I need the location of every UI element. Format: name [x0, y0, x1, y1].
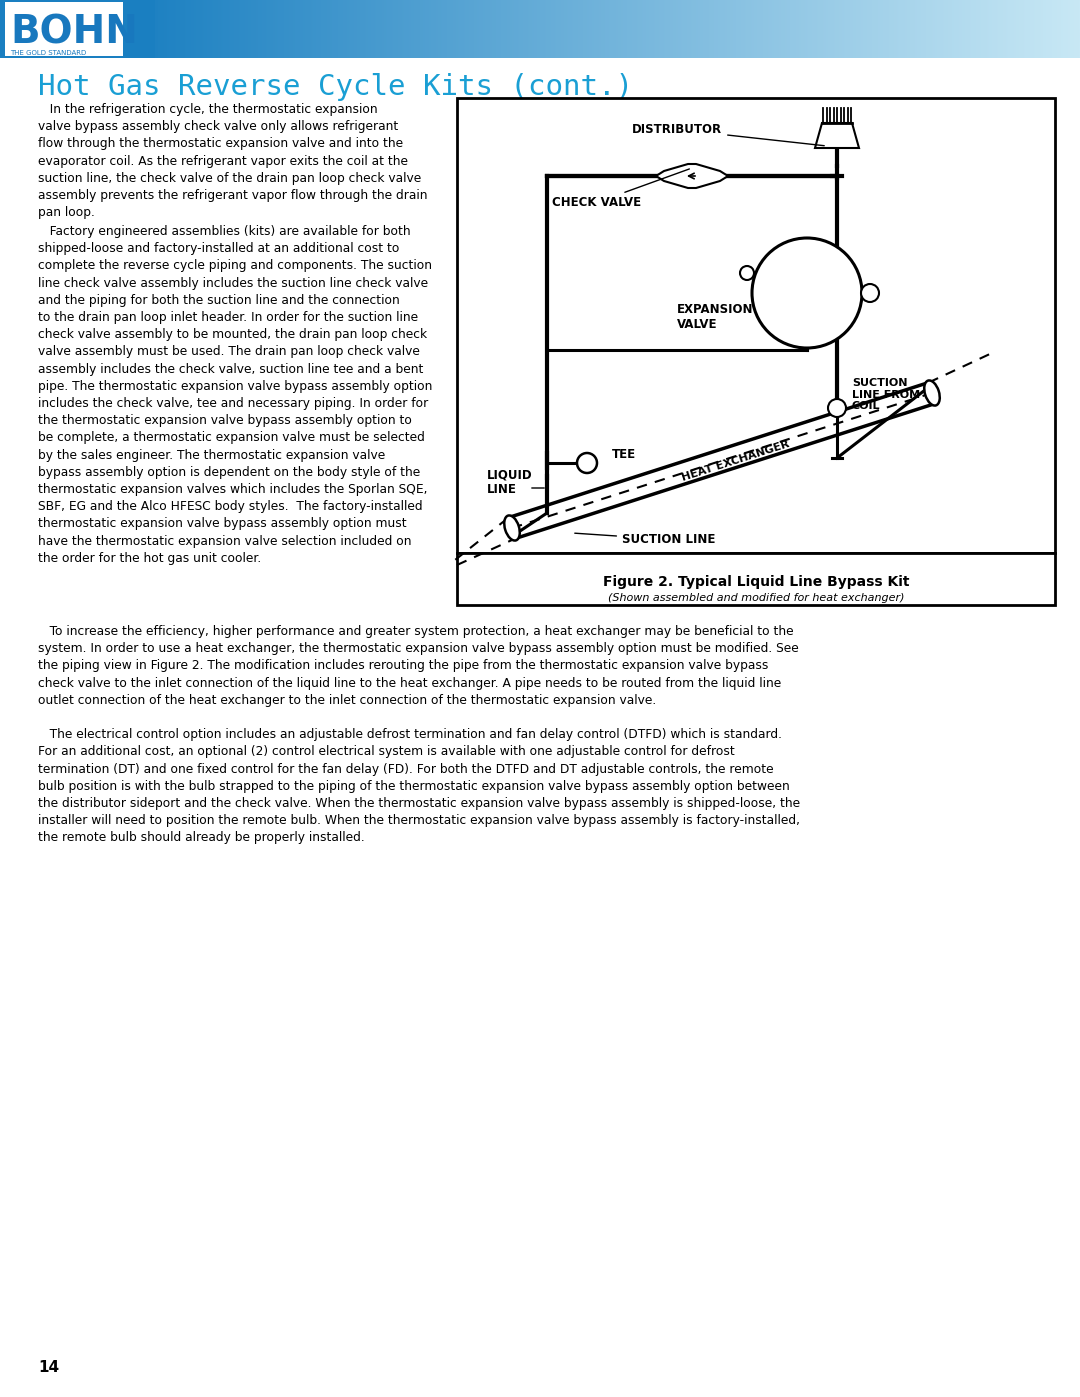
- Circle shape: [828, 400, 846, 416]
- Circle shape: [752, 237, 862, 348]
- Text: To increase the efficiency, higher performance and greater system protection, a : To increase the efficiency, higher perfo…: [38, 624, 800, 844]
- Bar: [457, 98, 1055, 553]
- Ellipse shape: [924, 380, 940, 405]
- Text: (Shown assembled and modified for heat exchanger): (Shown assembled and modified for heat e…: [608, 592, 904, 604]
- Bar: [0, 0, 156, 59]
- Text: In the refrigeration cycle, the thermostatic expansion
valve bypass assembly che: In the refrigeration cycle, the thermost…: [38, 103, 428, 219]
- Text: Factory engineered assemblies (kits) are available for both
shipped-loose and fa: Factory engineered assemblies (kits) are…: [38, 225, 432, 564]
- Circle shape: [861, 284, 879, 302]
- Polygon shape: [656, 163, 728, 189]
- Text: Hot Gas Reverse Cycle Kits (cont.): Hot Gas Reverse Cycle Kits (cont.): [38, 73, 633, 101]
- Text: LIQUID
LINE: LIQUID LINE: [487, 468, 532, 496]
- Circle shape: [577, 453, 597, 474]
- Polygon shape: [815, 123, 859, 148]
- Bar: [457, 553, 1055, 605]
- Text: EXPANSION
VALVE: EXPANSION VALVE: [677, 303, 754, 331]
- Text: DISTRIBUTOR: DISTRIBUTOR: [632, 123, 824, 145]
- Text: CHECK VALVE: CHECK VALVE: [552, 169, 689, 210]
- Bar: [5, 1, 123, 56]
- Text: HEAT EXCHANGER: HEAT EXCHANGER: [680, 439, 791, 483]
- Text: Figure 2. Typical Liquid Line Bypass Kit: Figure 2. Typical Liquid Line Bypass Kit: [603, 576, 909, 590]
- Circle shape: [740, 265, 754, 279]
- Text: TEE: TEE: [612, 448, 636, 461]
- Text: SUCTION LINE: SUCTION LINE: [575, 534, 715, 546]
- Text: SUCTION
LINE FROM
COIL: SUCTION LINE FROM COIL: [852, 379, 920, 411]
- Text: 14: 14: [38, 1361, 59, 1375]
- Ellipse shape: [504, 515, 519, 541]
- Text: THE GOLD STANDARD: THE GOLD STANDARD: [10, 50, 86, 56]
- Text: BOHN: BOHN: [10, 14, 138, 52]
